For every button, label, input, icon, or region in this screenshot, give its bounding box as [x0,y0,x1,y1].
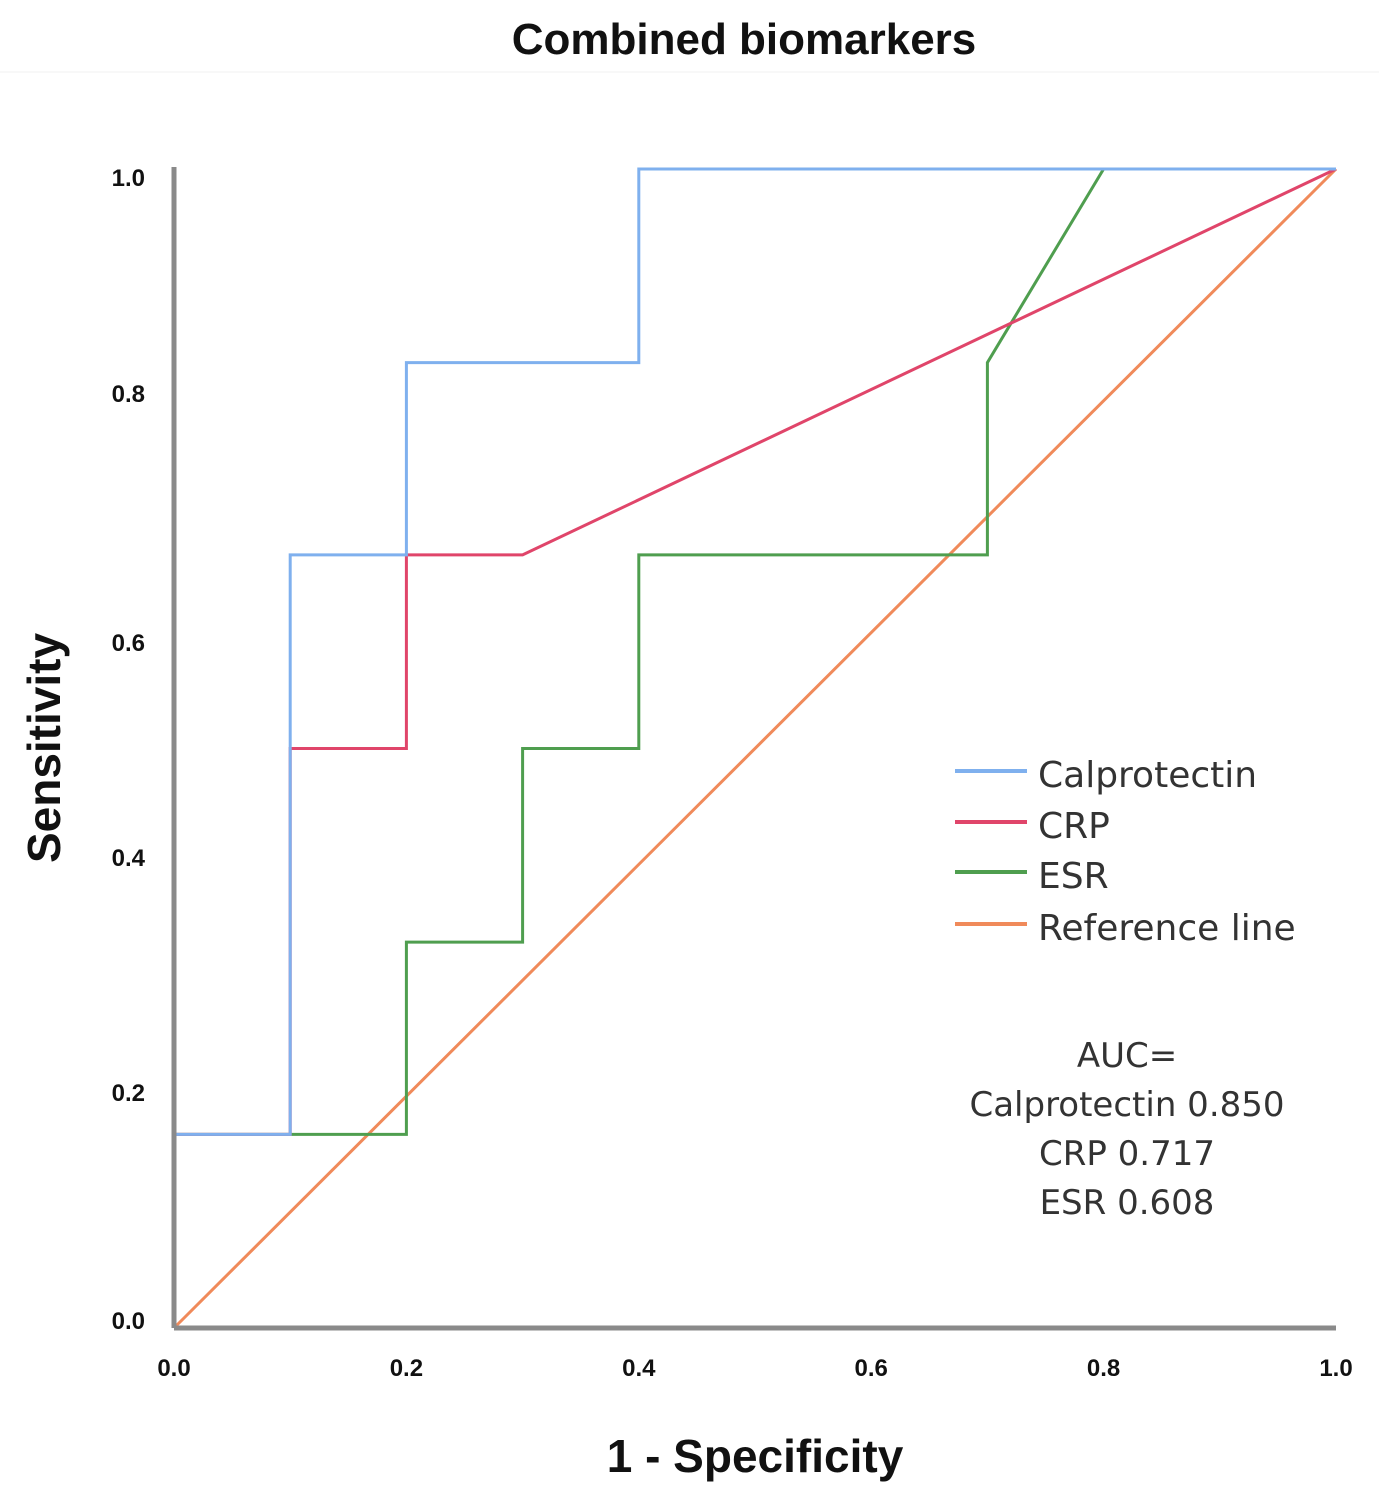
y-tick-label: 0.2 [112,1080,145,1107]
auc-annotation: AUC= Calprotectin 0.850 CRP 0.717 ESR 0.… [969,1036,1284,1223]
series-line-calprotectin [172,167,1336,1328]
chart-title: Combined biomarkers [512,15,977,64]
y-tick-label: 0.4 [112,845,146,872]
auc-esr: ESR 0.608 [1040,1183,1215,1223]
y-tick-label: 1.0 [112,165,145,192]
title-band [0,0,1379,72]
auc-header: AUC= [1077,1036,1177,1076]
series-lines [172,167,1338,1330]
x-tick-label: 0.8 [1087,1355,1120,1382]
legend-label-crp: CRP [1038,806,1110,847]
y-tick-labels: 0.0 0.2 0.4 0.6 0.8 1.0 [112,165,146,1335]
y-tick-label: 0.0 [112,1308,145,1335]
x-tick-label: 0.2 [390,1355,423,1382]
auc-crp: CRP 0.717 [1039,1134,1215,1174]
y-tick-label: 0.8 [112,381,145,408]
y-tick-label: 0.6 [112,630,145,657]
x-tick-labels: 0.0 0.2 0.4 0.6 0.8 1.0 [157,1355,1352,1382]
x-tick-label: 0.6 [855,1355,888,1382]
x-tick-label: 0.0 [157,1355,190,1382]
legend-label-reference-line: Reference line [1038,908,1296,949]
x-tick-label: 0.4 [622,1355,656,1382]
auc-calprotectin: Calprotectin 0.850 [969,1085,1284,1125]
x-tick-label: 1.0 [1319,1355,1352,1382]
legend-label-calprotectin: Calprotectin [1038,755,1257,796]
legend-label-esr: ESR [1038,856,1109,897]
x-axis-title: 1 - Specificity [607,1430,904,1482]
series-line-esr [172,167,1336,1328]
legend: Calprotectin CRP ESR Reference line [955,755,1296,949]
y-axis-title: Sensitivity [18,633,70,864]
